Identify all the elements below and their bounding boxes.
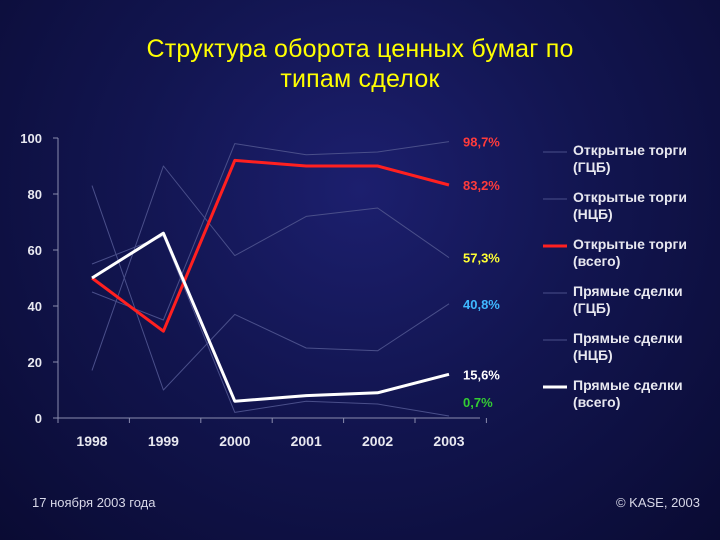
legend-label-line-2: (ГЦБ) bbox=[573, 300, 611, 316]
y-tick-label: 40 bbox=[28, 299, 42, 314]
end-value-label: 57,3% bbox=[463, 251, 500, 266]
end-value-label: 0,7% bbox=[463, 395, 493, 410]
x-tick-label: 1999 bbox=[148, 433, 179, 449]
y-tick-label: 100 bbox=[20, 131, 42, 146]
legend-label-line-1: Прямые сделки bbox=[573, 330, 683, 346]
chart-title: Структура оборота ценных бумаг по типам … bbox=[60, 34, 660, 94]
end-value-label: 15,6% bbox=[463, 367, 500, 382]
y-tick-label: 0 bbox=[35, 411, 42, 426]
x-tick-label: 1998 bbox=[76, 433, 107, 449]
footer-date: 17 ноября 2003 года bbox=[32, 495, 156, 510]
x-tick-label: 2003 bbox=[433, 433, 464, 449]
legend-label-line-2: (всего) bbox=[573, 394, 620, 410]
footer-copyright: © KASE, 2003 bbox=[615, 495, 700, 510]
series-line bbox=[91, 158, 450, 333]
y-tick-label: 80 bbox=[28, 187, 42, 202]
x-tick-label: 2001 bbox=[291, 433, 322, 449]
legend-label-line-1: Открытые торги bbox=[573, 142, 687, 158]
legend-label-line-2: (НЦБ) bbox=[573, 347, 613, 363]
legend-label-line-1: Открытые торги bbox=[573, 236, 687, 252]
legend-label-line-1: Прямые сделки bbox=[573, 283, 683, 299]
x-tick-label: 2002 bbox=[362, 433, 393, 449]
chart-title-line-2: типам сделок bbox=[280, 65, 440, 93]
series-line bbox=[91, 141, 450, 321]
series-line bbox=[91, 231, 450, 403]
end-value-label: 40,8% bbox=[463, 297, 500, 312]
series-line bbox=[91, 185, 450, 391]
y-tick-label: 20 bbox=[28, 355, 42, 370]
end-value-label: 98,7% bbox=[463, 135, 500, 150]
y-tick-label: 60 bbox=[28, 243, 42, 258]
legend-label-line-2: (всего) bbox=[573, 253, 620, 269]
legend-label-line-2: (ГЦБ) bbox=[573, 159, 611, 175]
end-value-label: 83,2% bbox=[463, 178, 500, 193]
x-tick-label: 2000 bbox=[219, 433, 250, 449]
series-line bbox=[91, 165, 450, 371]
legend-label-line-1: Прямые сделки bbox=[573, 377, 683, 393]
chart-title-line-1: Структура оборота ценных бумаг по bbox=[146, 35, 574, 63]
legend-label-line-2: (НЦБ) bbox=[573, 206, 613, 222]
legend-label-line-1: Открытые торги bbox=[573, 189, 687, 205]
